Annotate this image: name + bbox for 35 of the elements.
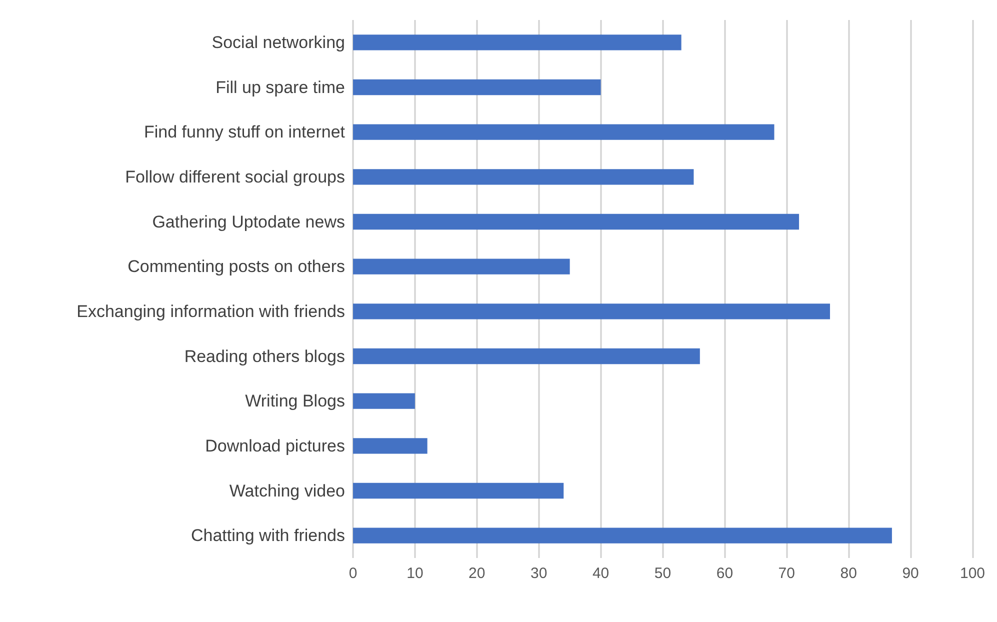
bar — [353, 34, 682, 50]
bar — [353, 438, 428, 454]
y-tick-label: Download pictures — [205, 436, 345, 456]
bar — [353, 169, 694, 185]
x-tick-label: 100 — [960, 565, 985, 582]
bar — [353, 482, 564, 499]
x-tick-label: 60 — [716, 565, 734, 582]
bar — [353, 79, 601, 96]
x-tick-label: 80 — [840, 565, 857, 582]
bar — [353, 214, 800, 230]
y-tick-label: Fill up spare time — [216, 78, 345, 97]
x-tick-label: 50 — [654, 565, 672, 582]
x-tick-label: 30 — [530, 565, 548, 582]
x-tick-label: 70 — [778, 565, 795, 582]
y-tick-label: Writing Blogs — [245, 392, 345, 411]
y-tick-label: Exchanging information with friends — [76, 302, 345, 321]
bar — [353, 528, 892, 544]
y-tick-label: Social networking — [212, 32, 345, 52]
y-tick-label: Follow different social groups — [125, 167, 345, 186]
y-tick-label: Commenting posts on others — [128, 257, 345, 276]
bar — [353, 258, 570, 274]
bar — [353, 348, 700, 364]
y-tick-label: Reading others blogs — [184, 346, 345, 366]
x-tick-label: 20 — [468, 565, 486, 582]
x-tick-label: 10 — [406, 565, 424, 582]
x-tick-label: 0 — [348, 565, 358, 582]
x-tick-label: 40 — [592, 565, 610, 582]
y-tick-label: Chatting with friends — [190, 526, 345, 546]
bar — [353, 304, 830, 320]
y-tick-label: Watching video — [229, 481, 345, 500]
y-tick-label: Find funny stuff on internet — [144, 122, 346, 142]
bar — [353, 124, 774, 140]
y-tick-label: Gathering Uptodate news — [152, 212, 345, 232]
x-tick-label: 90 — [902, 565, 919, 582]
bar — [353, 393, 415, 409]
